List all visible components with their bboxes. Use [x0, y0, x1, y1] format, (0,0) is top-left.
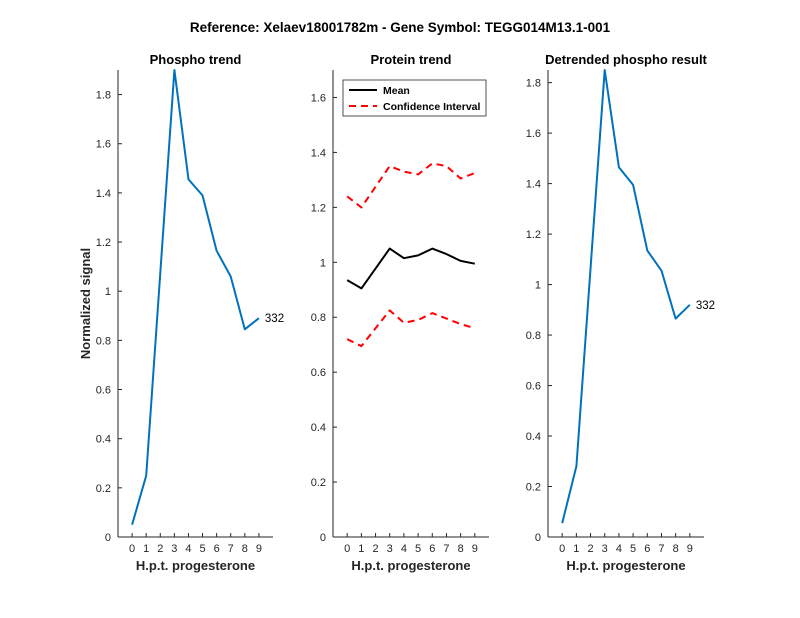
x-tick-label: 5 — [415, 543, 421, 555]
x-tick-label: 2 — [157, 543, 163, 555]
chart-panel-1: 00.20.40.60.811.21.41.61.80 1 2 3 4 5 6 7 8 9Phos… — [78, 52, 284, 573]
x-tick-label: 5 — [630, 543, 636, 555]
x-tick-label: 2 — [587, 543, 593, 555]
y-tick-label: 1.2 — [526, 229, 541, 241]
chart-panel-3: 00.20.40.60.811.21.41.61.80 1 2 3 4 5 6 7 8 9Detr… — [526, 52, 715, 573]
y-tick-label: 0.8 — [526, 330, 541, 342]
y-tick-label: 0 — [535, 532, 541, 544]
x-tick-label: 8 — [242, 543, 248, 555]
y-tick-label: 0.4 — [526, 431, 541, 443]
x-tick-label: 8 — [673, 543, 679, 555]
panel-title: Protein trend — [371, 52, 452, 67]
y-tick-label: 0.6 — [96, 385, 111, 397]
y-tick-label: 1.4 — [96, 188, 111, 200]
y-axis-label: Normalized signal — [78, 248, 93, 359]
y-tick-label: 1.6 — [526, 128, 541, 140]
y-tick-label: 0.4 — [311, 422, 326, 434]
legend: Mean Confidence Interval — [342, 79, 487, 117]
y-tick-label: 1.2 — [96, 237, 111, 249]
y-tick-label: 1 — [535, 280, 541, 292]
legend-label: Confidence Interval — [383, 101, 481, 113]
x-tick-label: 3 — [387, 543, 393, 555]
x-tick-label: 4 — [185, 543, 191, 555]
x-tick-label: 9 — [256, 543, 262, 555]
y-tick-label: 1.6 — [311, 92, 326, 104]
y-tick-label: 0.8 — [96, 335, 111, 347]
series-line-1 — [131, 69, 260, 525]
x-tick-label: 9 — [687, 543, 693, 555]
y-tick-label: 1.4 — [311, 147, 326, 159]
legend-label: Mean — [383, 85, 410, 97]
x-tick-label: 2 — [372, 543, 378, 555]
series-line-1 — [346, 247, 475, 290]
y-tick-label: 1.6 — [96, 139, 111, 151]
x-tick-label: 6 — [429, 543, 435, 555]
y-tick-label: 1 — [105, 286, 111, 298]
series-end-label: 332 — [265, 313, 284, 325]
y-tick-label: 1 — [320, 257, 326, 269]
y-tick-label: 0.2 — [526, 482, 541, 494]
x-tick-label: 1 — [573, 543, 579, 555]
figure-title: Reference: Xelaev18001782m - Gene Symbol… — [190, 20, 611, 35]
y-tick-label: 1.8 — [96, 90, 111, 102]
x-tick-label: 0 — [559, 543, 565, 555]
x-tick-label: 0 — [344, 543, 350, 555]
legend-box — [342, 79, 487, 117]
panel-title: Detrended phospho result — [545, 52, 707, 67]
x-tick-label: 0 — [129, 543, 135, 555]
x-tick-label: 7 — [658, 543, 664, 555]
chart-panel-2: 00.20.40.60.811.21.41.60 1 2 3 4 5 6 7 8 9Protein… — [311, 52, 489, 573]
y-tick-label: 0 — [105, 532, 111, 544]
x-tick-label: 5 — [199, 543, 205, 555]
x-tick-label: 3 — [171, 543, 177, 555]
x-tick-label: 9 — [472, 543, 478, 555]
x-tick-label: 7 — [228, 543, 234, 555]
x-tick-label: 6 — [644, 543, 650, 555]
x-tick-label: 4 — [616, 543, 622, 555]
y-tick-label: 0.8 — [311, 312, 326, 324]
x-tick-label: 4 — [401, 543, 407, 555]
panel-title: Phospho trend — [150, 52, 242, 67]
x-tick-label: 7 — [443, 543, 449, 555]
series-line-3 — [346, 309, 476, 348]
series-line-2 — [346, 162, 476, 209]
x-tick-label: 3 — [602, 543, 608, 555]
series-line-1 — [561, 69, 691, 524]
y-tick-label: 1.8 — [526, 78, 541, 90]
x-axis-label: H.p.t. progesterone — [351, 558, 470, 573]
chart-panels: 00.20.40.60.811.21.41.61.80 1 2 3 4 5 6 7 8 9Phos… — [78, 52, 715, 573]
x-tick-label: 1 — [143, 543, 149, 555]
x-axis-label: H.p.t. progesterone — [566, 558, 685, 573]
y-tick-label: 0 — [320, 532, 326, 544]
y-tick-label: 0.6 — [526, 381, 541, 393]
series-end-label: 332 — [696, 300, 715, 312]
y-tick-label: 1.4 — [526, 179, 541, 191]
y-tick-label: 0.2 — [311, 477, 326, 489]
y-tick-label: 1.2 — [311, 202, 326, 214]
x-tick-label: 6 — [214, 543, 220, 555]
y-tick-label: 0.4 — [96, 434, 111, 446]
x-axis-label: H.p.t. progesterone — [136, 558, 255, 573]
x-tick-label: 1 — [358, 543, 364, 555]
x-tick-label: 8 — [458, 543, 464, 555]
y-tick-label: 0.2 — [96, 483, 111, 495]
y-tick-label: 0.6 — [311, 367, 326, 379]
